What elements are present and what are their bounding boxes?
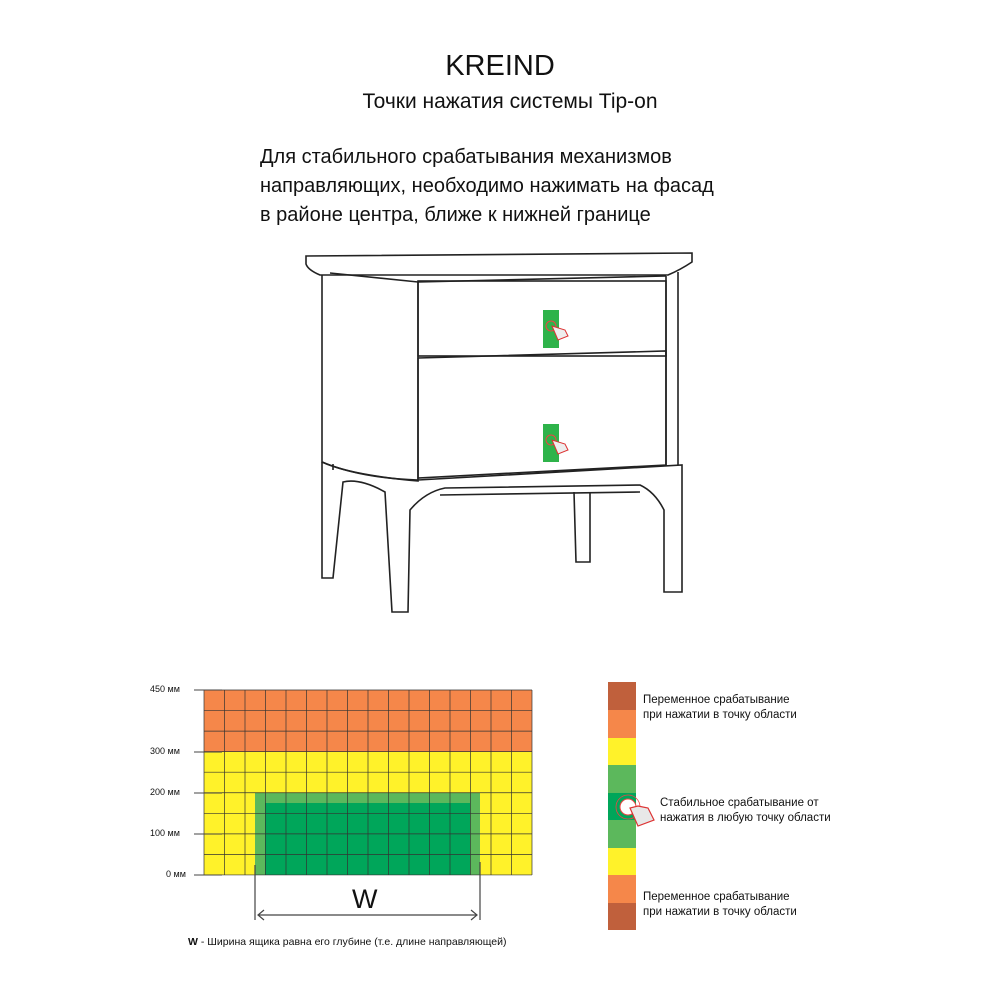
zone-grid	[203, 689, 533, 876]
legend-middle: Стабильное срабатывание от нажатия в люб…	[660, 796, 831, 826]
press-marker-bottom	[543, 424, 569, 462]
tick-lines	[194, 689, 222, 876]
y-tick-label: 100 мм	[150, 828, 180, 838]
legend-text: нажатия в любую точку области	[660, 812, 831, 824]
y-tick-label: 200 мм	[150, 787, 180, 797]
footnote-text: - Ширина ящика равна его глубине (т.е. д…	[197, 936, 507, 948]
hand-press-icon	[615, 794, 655, 827]
brand-title: KREIND	[445, 50, 555, 82]
hand-press-icon	[545, 320, 557, 332]
description-line: в районе центра, ближе к нижней границе	[260, 204, 651, 226]
press-marker-top	[543, 310, 569, 348]
legend-text: Переменное срабатывание	[643, 694, 790, 706]
width-label: W	[352, 884, 378, 914]
description: Для стабильного срабатывания механизмов …	[260, 143, 714, 230]
legend-text: Переменное срабатывание	[643, 891, 790, 903]
legend-text: при нажатии в точку области	[643, 906, 797, 918]
legend-top: Переменное срабатывание при нажатии в то…	[643, 693, 797, 723]
hand-press-icon	[545, 434, 557, 446]
legend-bottom: Переменное срабатывание при нажатии в то…	[643, 890, 797, 920]
footnote: W - Ширина ящика равна его глубине (т.е.…	[188, 936, 506, 948]
y-tick-label: 450 мм	[150, 684, 180, 694]
legend-text: Стабильное срабатывание от	[660, 797, 819, 809]
subtitle: Точки нажатия системы Tip-on	[362, 90, 658, 113]
y-tick-label: 300 мм	[150, 746, 180, 756]
press-zone	[543, 424, 559, 462]
footnote-symbol: W	[188, 936, 198, 948]
nightstand	[305, 252, 693, 613]
width-dimension	[254, 862, 481, 921]
legend-bar	[608, 682, 655, 930]
y-tick-label: 0 мм	[166, 869, 186, 879]
description-line: направляющих, необходимо нажимать на фас…	[260, 175, 714, 197]
press-zone	[543, 310, 559, 348]
legend-text: при нажатии в точку области	[643, 709, 797, 721]
description-line: Для стабильного срабатывания механизмов	[260, 146, 672, 168]
zone-stable-core	[265, 803, 470, 875]
